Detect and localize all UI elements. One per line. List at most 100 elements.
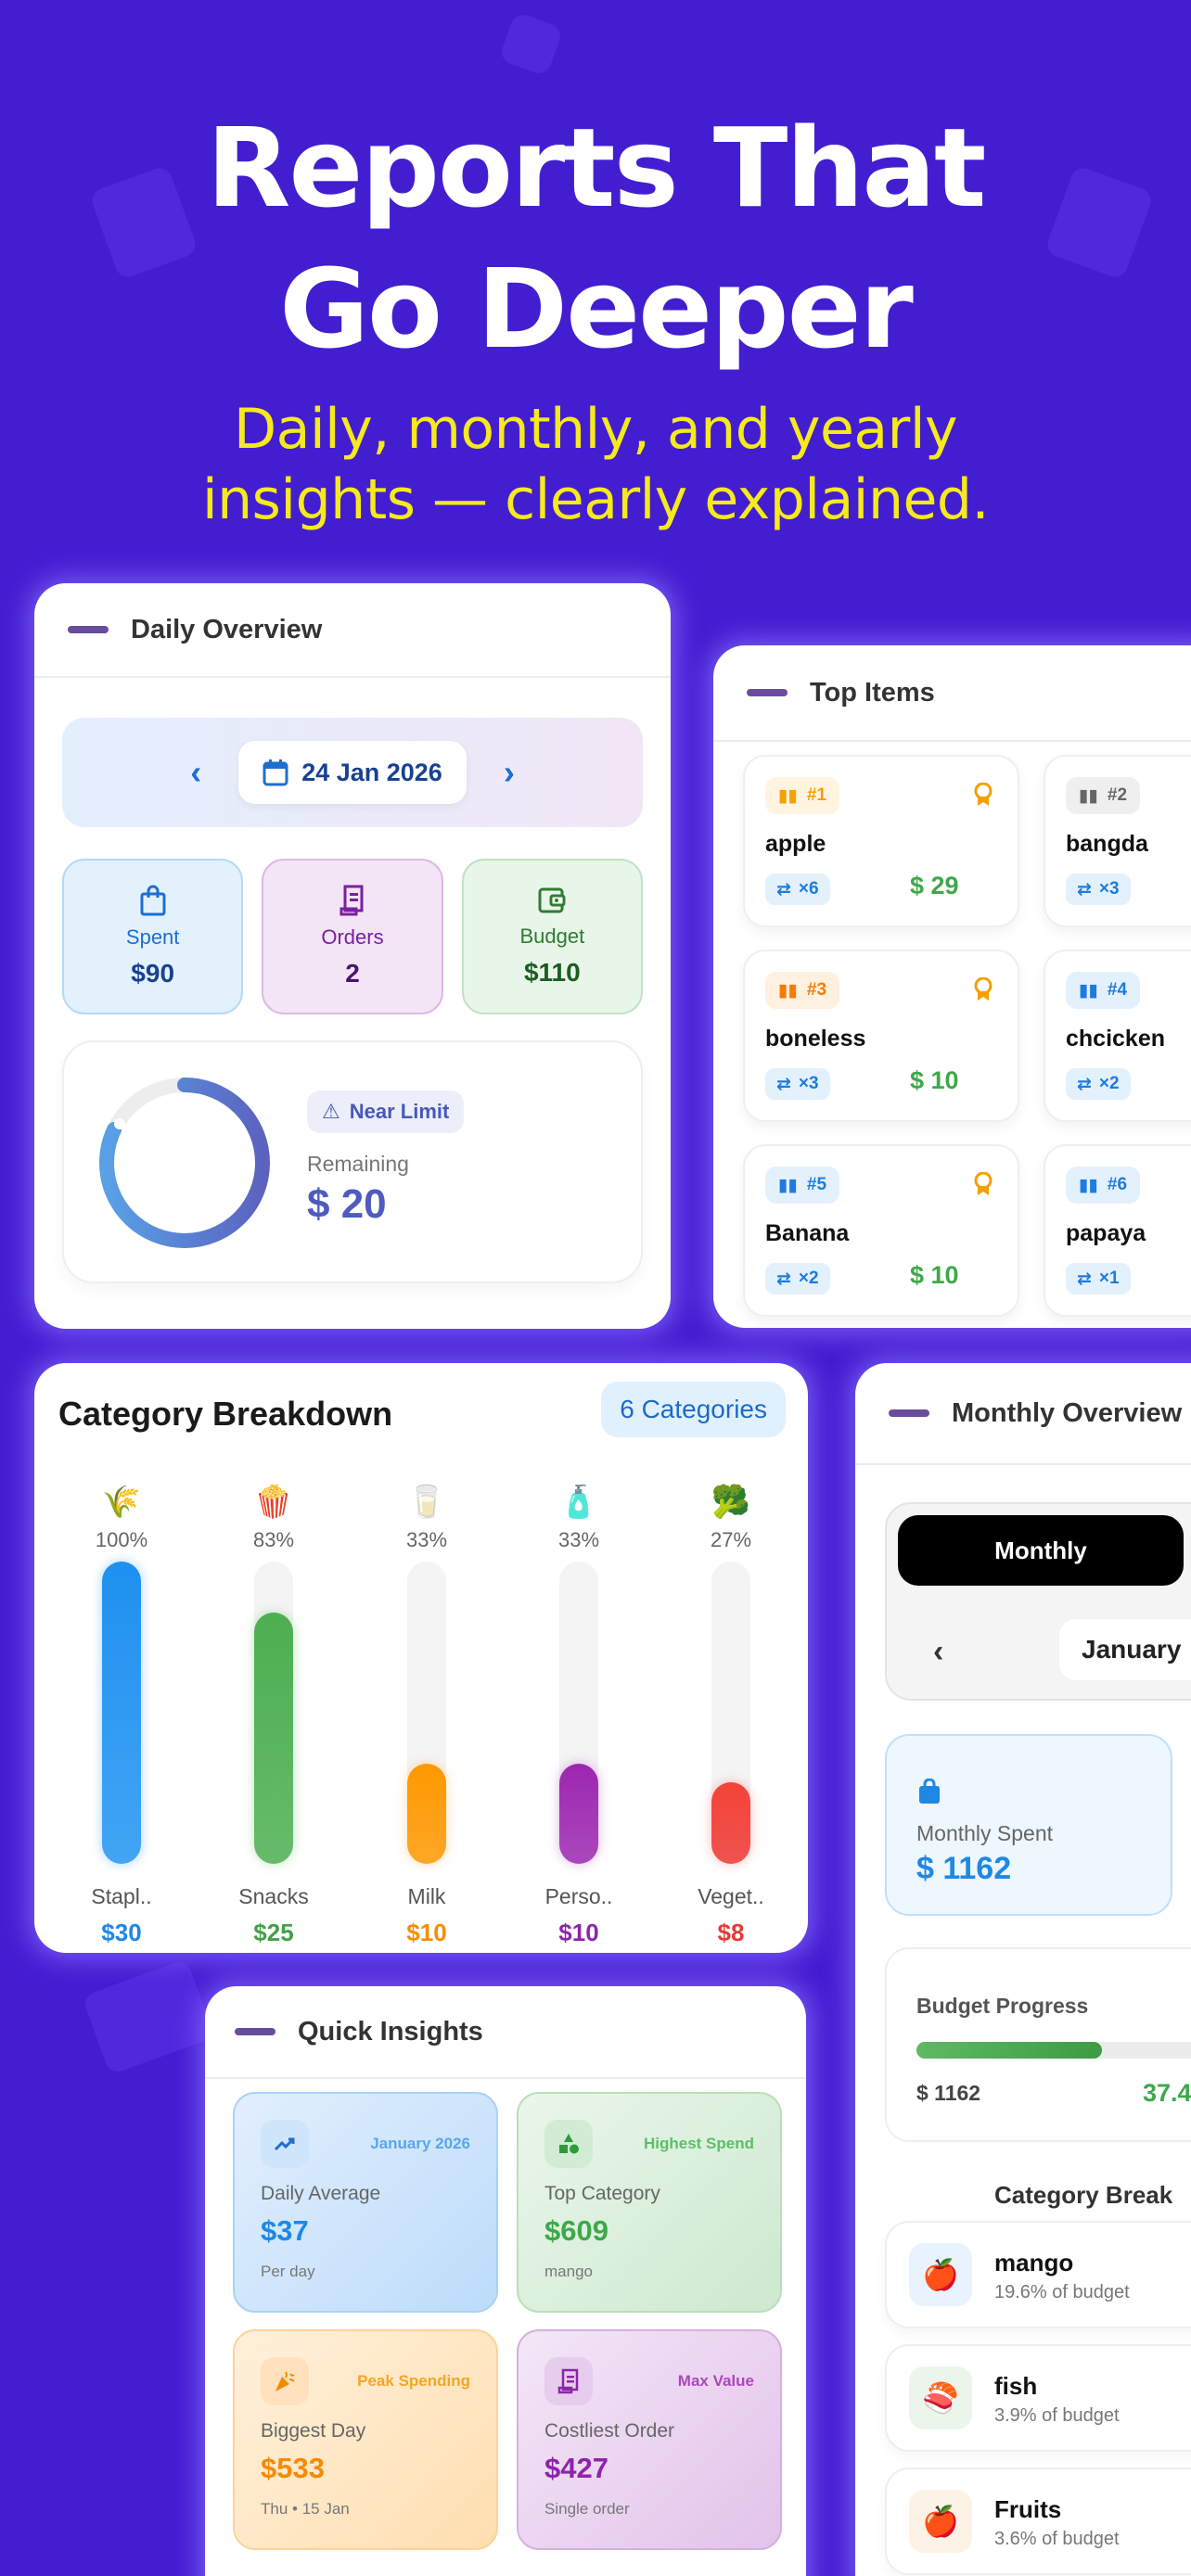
shopping-bag-icon	[919, 1779, 940, 1804]
insight-tag: Highest Spend	[643, 2135, 754, 2152]
stat-label: Spent	[125, 925, 180, 949]
top-item-card[interactable]: ▮▮ #6 papaya ⇄ ×1	[1044, 1144, 1191, 1317]
bar-chart-icon: ▮▮	[1079, 1175, 1098, 1195]
hero-subtitle-line-2: insights — clearly explained.	[201, 467, 990, 532]
category-name: Fruits	[994, 2495, 1062, 2523]
insight-tag: Peak Spending	[357, 2372, 470, 2390]
insight-tag: January 2026	[370, 2135, 470, 2152]
top-item-card[interactable]: ▮▮ #1 apple ⇄ ×6 $ 29	[743, 755, 1019, 927]
repeat-icon: ⇄	[776, 879, 791, 899]
insight-label: Costliest Order	[544, 2420, 675, 2442]
bar-percent: 83%	[252, 1528, 295, 1551]
budget-progress-ring	[99, 1078, 270, 1248]
budget-percent-value: 37.4	[1143, 2079, 1191, 2107]
bar-amount: $10	[558, 1919, 599, 1946]
category-name: mango	[994, 2249, 1074, 2276]
bar-amount: $25	[253, 1919, 294, 1946]
bar-track	[407, 1562, 446, 1864]
top-item-card[interactable]: ▮▮ #2 bangda ⇄ ×3	[1044, 755, 1191, 927]
category-bar[interactable]: 🥦 27% Veget.. $8	[685, 1482, 777, 1947]
accent-bar	[889, 1409, 929, 1417]
bar-amount: $30	[101, 1919, 142, 1946]
rank-label: #6	[1107, 1175, 1128, 1194]
top-item-card[interactable]: ▮▮ #3 boneless ⇄ ×3 $ 10	[743, 950, 1019, 1122]
category-list-item[interactable]: 🍎 Fruits 3.6% of budget	[885, 2468, 1191, 2575]
bar-track	[102, 1562, 141, 1864]
top-item-card[interactable]: ▮▮ #4 chcicken ⇄ ×2	[1044, 950, 1191, 1122]
quantity-label: ×6	[798, 879, 819, 899]
trending-up-icon	[261, 2120, 309, 2168]
insight-label: Top Category	[544, 2183, 660, 2204]
quantity-label: ×3	[798, 1074, 819, 1093]
category-list-item[interactable]: 🍎 mango 19.6% of budget	[885, 2221, 1191, 2328]
bar-chart-icon: ▮▮	[778, 785, 798, 806]
category-bar[interactable]: 🌾 100% Stapl.. $30	[75, 1482, 168, 1947]
item-name: bangda	[1066, 831, 1148, 857]
repeat-icon: ⇄	[1077, 879, 1092, 899]
category-heading: Category Break	[994, 2181, 1173, 2209]
selected-date: 24 Jan 2026	[301, 758, 442, 786]
category-list-item[interactable]: 🍣 fish 3.9% of budget	[885, 2344, 1191, 2452]
receipt-icon	[544, 2357, 593, 2405]
item-name: papaya	[1066, 1220, 1146, 1246]
stat-orders: Orders 2	[262, 859, 443, 1014]
bar-label: Snacks	[238, 1884, 309, 1908]
date-navigator: ‹ 24 Jan 2026 ›	[62, 718, 643, 827]
category-bar[interactable]: 🧴 33% Perso.. $10	[532, 1482, 625, 1947]
stat-budget: Budget $110	[461, 859, 643, 1014]
quantity-label: ×3	[1098, 879, 1120, 899]
status-badge-label: Near Limit	[349, 1100, 450, 1123]
top-item-card[interactable]: ▮▮ #5 Banana ⇄ ×2 $ 10	[743, 1144, 1019, 1317]
hero-title-line-2: Go Deeper	[279, 245, 914, 373]
item-name: apple	[765, 831, 826, 857]
insight-biggest-day[interactable]: Peak Spending Biggest Day $533 Thu • 15 …	[233, 2329, 498, 2550]
card-header: Quick Insights	[205, 1986, 806, 2079]
category-bar[interactable]: 🍿 83% Snacks $25	[227, 1482, 320, 1947]
insight-top-category[interactable]: Highest Spend Top Category $609 mango	[517, 2092, 782, 2313]
date-picker-button[interactable]: 24 Jan 2026	[238, 741, 467, 804]
budget-spent-value: $ 1162	[916, 2081, 981, 2105]
category-percent: 3.9% of budget	[994, 2405, 1120, 2426]
category-bar[interactable]: 🥛 33% Milk $10	[380, 1482, 473, 1947]
insight-subtext: mango	[544, 2263, 593, 2280]
rank-badge: ▮▮ #4	[1066, 972, 1141, 1009]
chevron-right-icon[interactable]: ›	[503, 753, 515, 791]
medal-icon	[973, 782, 993, 811]
hero-subtitle-line-1: Daily, monthly, and yearly	[233, 397, 958, 462]
insight-value: $533	[261, 2452, 325, 2484]
month-picker-button[interactable]: January	[1059, 1619, 1191, 1680]
accent-bar	[235, 2028, 275, 2035]
monthly-spent-card: Monthly Spent $ 1162	[885, 1734, 1172, 1916]
bar-fill	[407, 1764, 446, 1864]
budget-progress-label: Budget Progress	[916, 1994, 1089, 2018]
insight-costliest-order[interactable]: Max Value Costliest Order $427 Single or…	[517, 2329, 782, 2550]
background-shape	[82, 1958, 215, 2075]
category-shapes-icon	[544, 2120, 593, 2168]
insight-subtext: Single order	[544, 2500, 630, 2518]
insight-value: $427	[544, 2452, 608, 2484]
apple-icon: 🍎	[909, 2243, 972, 2306]
apple-icon: 🍎	[909, 2490, 972, 2553]
bar-chart-icon: ▮▮	[778, 1175, 798, 1195]
budget-progress-fill	[916, 2042, 1102, 2059]
category-breakdown-card: Category Breakdown 6 Categories 🌾 100% S…	[34, 1363, 808, 1953]
quantity-badge: ⇄ ×2	[1066, 1068, 1131, 1100]
repeat-icon: ⇄	[1077, 1074, 1092, 1094]
rank-label: #3	[806, 980, 827, 1000]
insight-label: Daily Average	[261, 2183, 381, 2204]
card-title: Daily Overview	[131, 614, 323, 644]
item-price: $ 10	[910, 1261, 959, 1289]
tab-monthly[interactable]: Monthly	[898, 1515, 1184, 1586]
rank-badge: ▮▮ #1	[765, 777, 840, 814]
quantity-badge: ⇄ ×2	[765, 1263, 830, 1294]
category-count-badge[interactable]: 6 Categories	[601, 1382, 786, 1437]
monthly-spent-label: Monthly Spent	[916, 1821, 1054, 1845]
rank-badge: ▮▮ #2	[1066, 777, 1141, 814]
insight-daily-average[interactable]: January 2026 Daily Average $37 Per day	[233, 2092, 498, 2313]
chevron-left-icon[interactable]: ‹	[933, 1634, 944, 1669]
quantity-badge: ⇄ ×3	[765, 1068, 830, 1100]
rank-label: #4	[1107, 980, 1128, 1000]
lotion-icon: 🧴	[558, 1485, 599, 1520]
wallet-icon	[538, 887, 566, 913]
chevron-left-icon[interactable]: ‹	[190, 753, 202, 791]
